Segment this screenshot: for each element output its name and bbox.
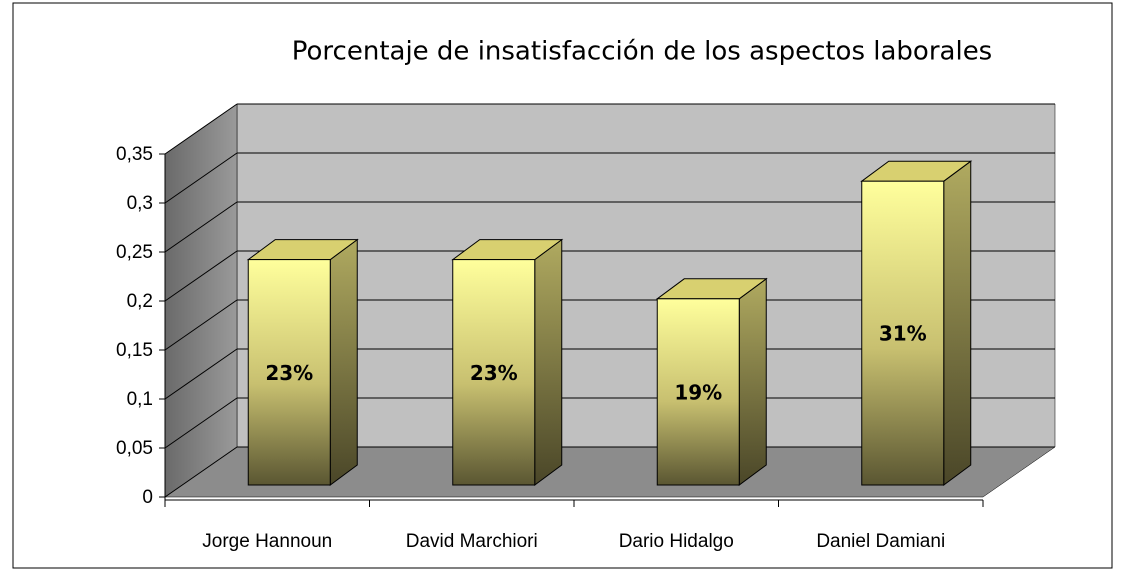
grid-line: [164, 201, 238, 253]
x-tick-label: David Marchiori: [406, 531, 538, 552]
x-tick-label: Dario Hidalgo: [619, 531, 734, 552]
grid-line: [164, 397, 238, 449]
y-tick-label: 0,1: [127, 389, 153, 410]
grid-line: [164, 299, 238, 351]
grid-line: [164, 348, 238, 400]
x-tick-label: Jorge Hannoun: [202, 531, 332, 552]
grid-line: [164, 103, 238, 155]
side-wall: [164, 103, 238, 498]
grid-line: [164, 250, 238, 302]
grid-line: [164, 152, 238, 204]
y-tick-label: 0,35: [116, 144, 153, 165]
x-tick-label: Daniel Damiani: [816, 531, 945, 552]
y-tick-label: 0,3: [127, 193, 153, 214]
y-tick-label: 0,2: [127, 291, 153, 312]
y-tick-label: 0,25: [116, 242, 153, 263]
bar: [861, 180, 945, 486]
chart-title: Porcentaje de insatisfacción de los aspe…: [292, 37, 992, 67]
bar-side: [329, 238, 358, 486]
bar: [656, 298, 740, 486]
grid-line: [164, 446, 238, 498]
bar: [247, 259, 331, 486]
bar-side: [534, 238, 563, 486]
y-tick-label: 0,15: [116, 340, 153, 361]
y-tick-label: 0,05: [116, 438, 153, 459]
bar-side: [738, 277, 767, 486]
value-label: 19%: [674, 380, 722, 404]
bar-side: [943, 160, 972, 486]
y-tick-label: 0: [142, 487, 153, 508]
bar: [452, 259, 536, 486]
value-label: 23%: [470, 361, 518, 385]
value-label: 31%: [879, 322, 927, 346]
value-label: 23%: [265, 361, 313, 385]
